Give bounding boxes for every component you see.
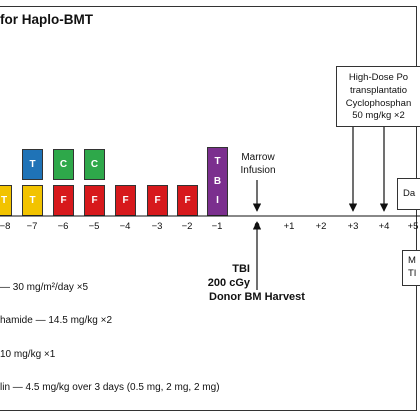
donor-harvest-label: Donor BM Harvest [209,291,305,303]
day-tick: +3 [347,221,359,232]
lower-right-box-line: M [408,255,416,266]
figure-title: for Haplo-BMT [0,12,93,27]
high-dose-ptcy-line: transplantatio [349,84,408,96]
day5-box: Da [397,178,420,210]
day-tick: −3 [151,221,163,232]
marrow-infusion-line: Marrow [241,152,275,163]
tbi-block: T B I [207,147,228,216]
day-tick: −1 [211,221,223,232]
lower-right-box-line: TI [408,267,417,279]
marrow-infusion-label: Marrow Infusion [238,151,278,177]
day-tick: +5 [407,221,419,232]
day-tick: −6 [57,221,69,232]
cyclophosphamide-block-top: C [84,149,105,180]
tbi-letter: B [213,175,222,187]
day-tick: +4 [378,221,390,232]
tbi-dose-line: TBI [232,263,250,275]
legend-item: — 30 mg/m²/day ×5 [0,282,89,293]
tbi-letter: I [216,194,219,206]
day-tick: −7 [26,221,38,232]
day-tick: −8 [0,221,11,232]
day-tick: +1 [283,221,295,232]
high-dose-ptcy-box: High-Dose Po transplantatio Cyclophospha… [336,66,420,127]
legend-item: hamide — 14.5 mg/kg ×2 [0,315,113,326]
lower-right-box: M TI [402,250,420,286]
day-tick: 0 [254,221,260,232]
legend-item: lin — 4.5 mg/kg over 3 days (0.5 mg, 2 m… [0,382,220,393]
legend-item: 10 mg/kg ×1 [0,349,56,360]
thiotepa-block-top: T [22,149,43,180]
high-dose-ptcy-line: 50 mg/kg ×2 [352,110,405,122]
high-dose-ptcy-line: Cyclophosphan [345,97,412,109]
cyclophosphamide-block-top: C [53,149,74,180]
tbi-letter: T [214,156,221,168]
day-tick: −4 [119,221,131,232]
tbi-dose-line: 200 cGy [207,277,250,290]
tbi-dose-label: TBI 200 cGy [204,262,250,291]
high-dose-ptcy-line: High-Dose Po [348,72,409,83]
marrow-infusion-line: Infusion [240,165,276,176]
day-tick: −5 [88,221,100,232]
day-tick: −2 [181,221,193,232]
day5-box-text: Da [403,187,416,199]
day-tick: +2 [315,221,327,232]
